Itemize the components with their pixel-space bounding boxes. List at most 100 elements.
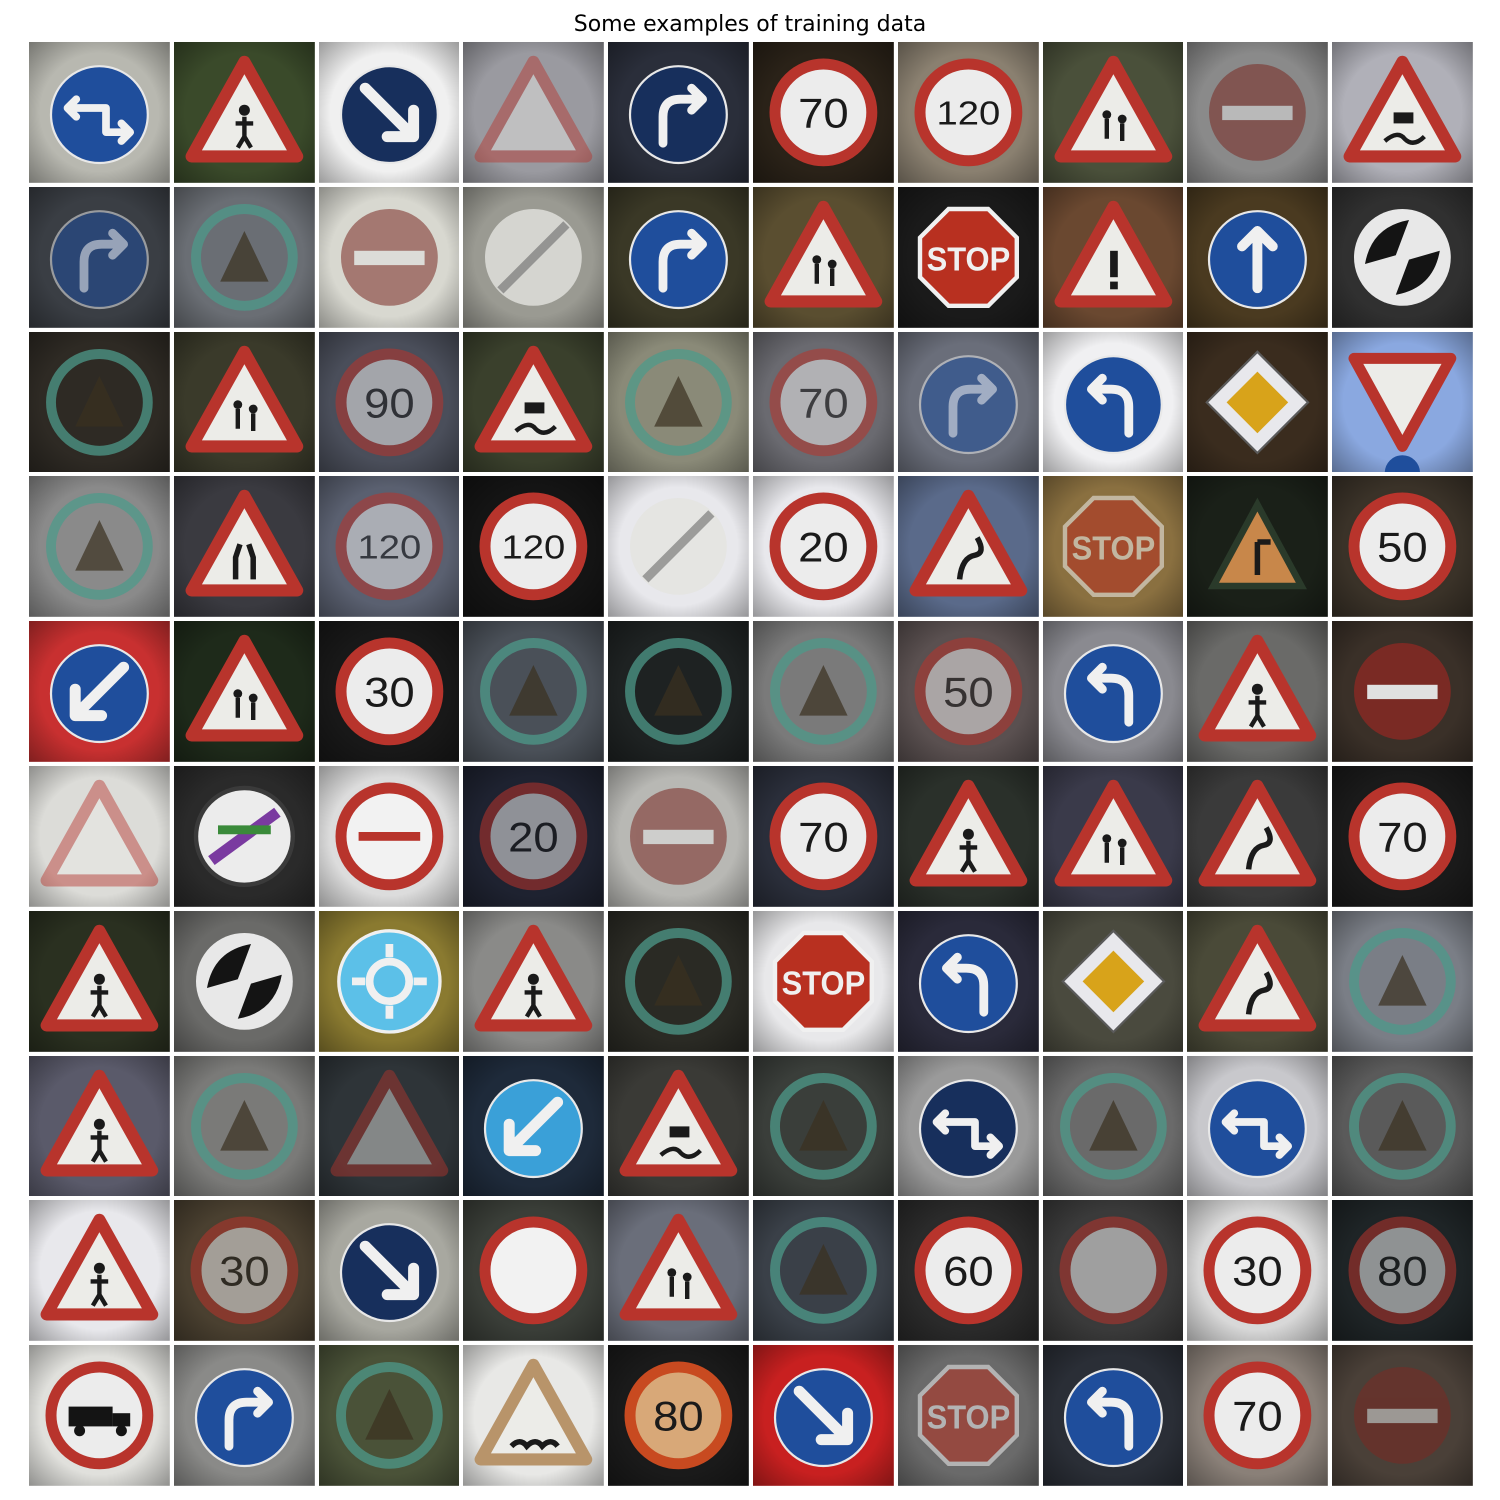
training-image-thumbnail [897,1055,1039,1197]
training-image-thumbnail: 90 [318,331,460,473]
training-image-thumbnail: 50 [1332,476,1473,618]
training-image-thumbnail [29,476,170,618]
training-image-thumbnail [318,910,460,1052]
training-image-thumbnail [463,1345,605,1486]
training-image-thumbnail [1042,186,1184,328]
training-image-thumbnail: 30 [173,1200,315,1342]
training-image-thumbnail: 120 [897,42,1039,183]
training-image-thumbnail [897,476,1039,618]
training-image-thumbnail [463,186,605,328]
training-image-thumbnail: 60 [897,1200,1039,1342]
svg-text:30: 30 [1232,1248,1283,1295]
training-image-thumbnail [173,476,315,618]
svg-text:STOP: STOP [926,1399,1010,1436]
training-image-thumbnail [29,765,170,907]
training-image-thumbnail [173,910,315,1052]
training-image-thumbnail: 30 [1187,1200,1329,1342]
training-image-thumbnail [1187,476,1329,618]
training-image-thumbnail [608,621,749,762]
training-image-thumbnail [1187,331,1329,473]
training-image-thumbnail [173,42,315,183]
training-image-thumbnail: STOP [1042,476,1184,618]
training-image-thumbnail [318,42,460,183]
training-image-thumbnail [318,1200,460,1342]
training-image-thumbnail [1042,1055,1184,1197]
training-image-thumbnail: 20 [752,476,894,618]
svg-text:80: 80 [653,1393,704,1440]
training-image-thumbnail [173,186,315,328]
training-image-thumbnail: 70 [1187,1345,1329,1486]
training-image-thumbnail [463,910,605,1052]
training-image-thumbnail [463,1200,605,1342]
training-image-thumbnail [608,910,749,1052]
training-image-thumbnail: STOP [897,186,1039,328]
training-image-thumbnail: STOP [752,910,894,1052]
training-image-thumbnail: 20 [463,765,605,907]
training-image-thumbnail [897,910,1039,1052]
training-image-thumbnail [608,476,749,618]
training-image-thumbnail: 70 [752,331,894,473]
svg-text:STOP: STOP [1071,530,1155,567]
training-image-thumbnail [318,765,460,907]
svg-text:STOP: STOP [926,240,1010,277]
training-image-thumbnail: 80 [1332,1200,1473,1342]
training-image-thumbnail [1042,1345,1184,1486]
training-image-thumbnail [1332,186,1473,328]
training-image-thumbnail [608,765,749,907]
training-image-thumbnail [1332,910,1473,1052]
training-image-thumbnail [608,42,749,183]
svg-text:60: 60 [943,1248,994,1295]
training-image-thumbnail [29,331,170,473]
training-image-thumbnail [1332,621,1473,762]
training-image-thumbnail [1042,331,1184,473]
training-image-thumbnail [1332,1055,1473,1197]
training-image-thumbnail [29,42,170,183]
svg-text:70: 70 [798,89,849,136]
svg-text:70: 70 [1232,1393,1283,1440]
svg-text:70: 70 [798,813,849,860]
training-image-thumbnail [608,331,749,473]
training-image-thumbnail: STOP [897,1345,1039,1486]
training-image-thumbnail [1332,42,1473,183]
training-image-thumbnail [173,621,315,762]
training-image-thumbnail: 120 [318,476,460,618]
training-image-thumbnail: 70 [752,765,894,907]
training-image-thumbnail [752,1055,894,1197]
training-image-thumbnail [29,910,170,1052]
training-image-thumbnail [752,186,894,328]
training-image-thumbnail [1187,42,1329,183]
svg-text:70: 70 [1377,813,1428,860]
training-image-thumbnail [897,765,1039,907]
training-image-thumbnail [1332,1345,1473,1486]
figure-title: Some examples of training data [573,12,927,37]
training-image-thumbnail [608,186,749,328]
training-image-thumbnail [29,1200,170,1342]
training-image-thumbnail [463,621,605,762]
svg-text:70: 70 [798,379,849,426]
training-image-thumbnail [1187,1055,1329,1197]
training-image-thumbnail: 30 [318,621,460,762]
training-image-thumbnail [318,1055,460,1197]
svg-text:20: 20 [508,813,559,860]
training-image-thumbnail [173,331,315,473]
training-image-thumbnail [608,1055,749,1197]
training-image-thumbnail [173,765,315,907]
training-image-thumbnail [463,1055,605,1197]
svg-text:120: 120 [936,94,1000,131]
training-image-thumbnail [1042,1200,1184,1342]
training-image-thumbnail [463,42,605,183]
svg-text:50: 50 [943,669,994,716]
training-image-thumbnail [752,1200,894,1342]
training-image-thumbnail [29,621,170,762]
training-image-thumbnail [752,1345,894,1486]
training-image-thumbnail: 70 [752,42,894,183]
training-image-thumbnail [1187,621,1329,762]
training-image-thumbnail [1187,765,1329,907]
training-image-thumbnail [897,331,1039,473]
training-image-thumbnail [1332,331,1473,473]
training-image-thumbnail [1042,910,1184,1052]
training-image-thumbnail: 50 [897,621,1039,762]
training-image-thumbnail [1042,765,1184,907]
training-image-thumbnail [1187,186,1329,328]
training-image-thumbnail [1042,42,1184,183]
